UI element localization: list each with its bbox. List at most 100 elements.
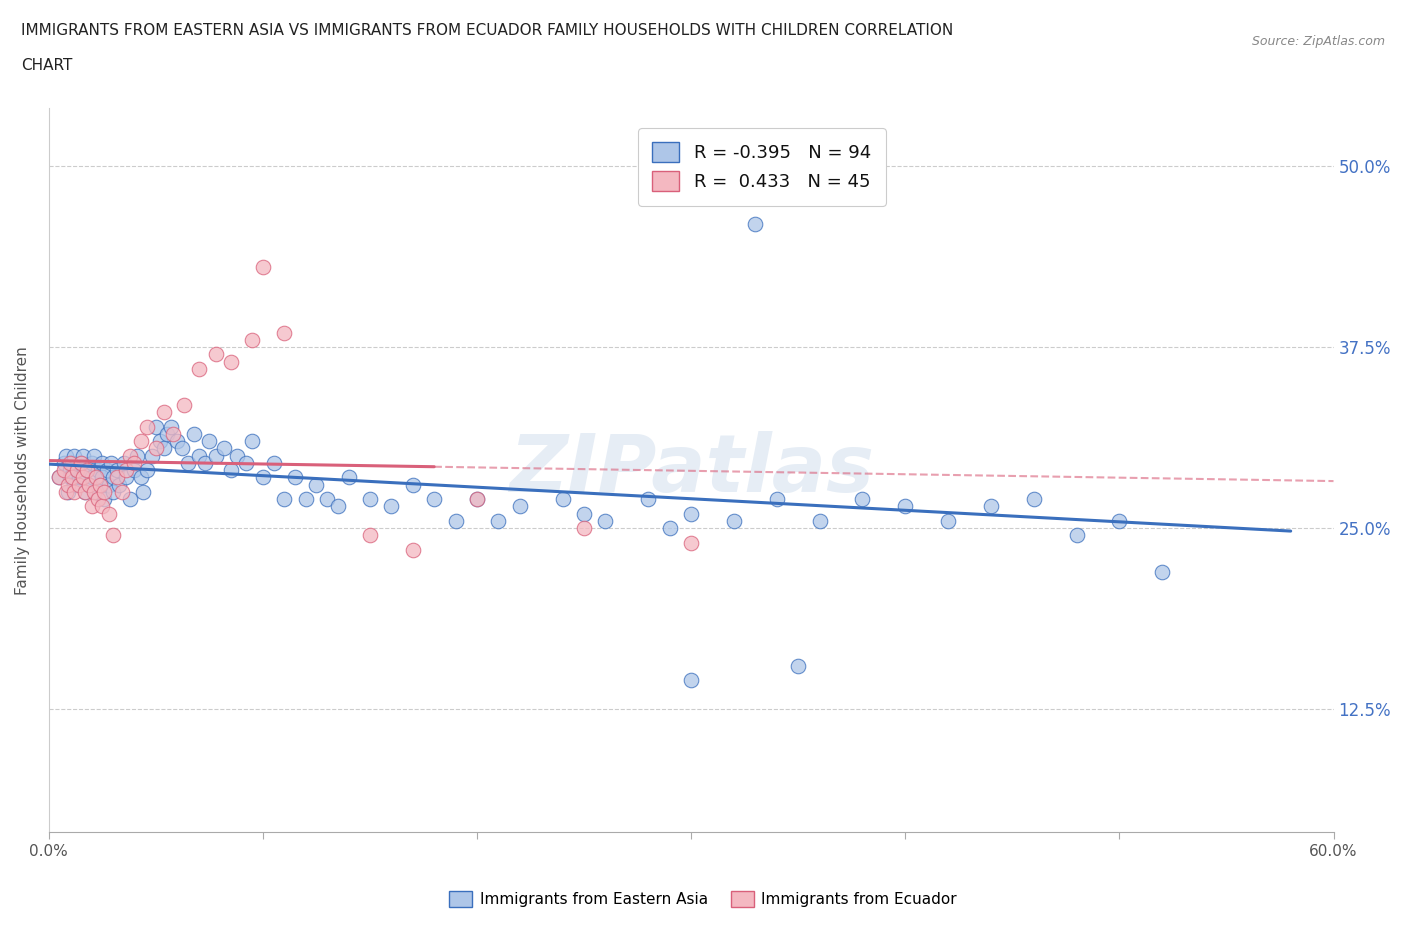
- Point: [120, 492, 142, 507]
- Point: [76, 463, 98, 478]
- Point: [294, 492, 316, 507]
- Point: [80, 456, 103, 471]
- Point: [681, 535, 703, 550]
- Point: [120, 448, 142, 463]
- Point: [305, 477, 328, 492]
- Point: [63, 448, 86, 463]
- Point: [240, 332, 263, 347]
- Point: [80, 499, 103, 514]
- Point: [765, 492, 787, 507]
- Point: [273, 326, 295, 340]
- Point: [894, 499, 917, 514]
- Point: [980, 499, 1002, 514]
- Y-axis label: Family Households with Children: Family Households with Children: [15, 346, 30, 594]
- Point: [65, 463, 87, 478]
- Point: [359, 492, 381, 507]
- Point: [1066, 528, 1088, 543]
- Point: [177, 456, 200, 471]
- Point: [96, 463, 118, 478]
- Point: [55, 485, 77, 499]
- Point: [89, 477, 111, 492]
- Point: [67, 470, 90, 485]
- Legend: R = -0.395   N = 94, R =  0.433   N = 45: R = -0.395 N = 94, R = 0.433 N = 45: [638, 128, 886, 206]
- Point: [132, 485, 155, 499]
- Point: [145, 419, 167, 434]
- Point: [97, 477, 120, 492]
- Point: [159, 419, 181, 434]
- Point: [198, 433, 221, 448]
- Point: [79, 477, 101, 492]
- Point: [91, 456, 114, 471]
- Point: [80, 470, 103, 485]
- Point: [108, 477, 131, 492]
- Point: [83, 485, 105, 499]
- Point: [59, 463, 82, 478]
- Point: [787, 658, 810, 673]
- Point: [595, 513, 617, 528]
- Point: [48, 470, 70, 485]
- Point: [59, 456, 82, 471]
- Point: [70, 456, 93, 471]
- Point: [89, 477, 111, 492]
- Point: [744, 217, 766, 232]
- Point: [359, 528, 381, 543]
- Point: [75, 485, 97, 499]
- Point: [52, 463, 75, 478]
- Text: Source: ZipAtlas.com: Source: ZipAtlas.com: [1251, 35, 1385, 48]
- Point: [55, 448, 77, 463]
- Point: [187, 362, 209, 377]
- Point: [70, 470, 93, 485]
- Point: [284, 470, 307, 485]
- Point: [219, 354, 242, 369]
- Point: [76, 463, 98, 478]
- Point: [681, 506, 703, 521]
- Point: [87, 463, 110, 478]
- Point: [101, 528, 124, 543]
- Point: [465, 492, 488, 507]
- Point: [155, 427, 177, 442]
- Point: [48, 470, 70, 485]
- Point: [240, 433, 263, 448]
- Point: [83, 448, 105, 463]
- Point: [486, 513, 509, 528]
- Point: [63, 477, 86, 492]
- Text: CHART: CHART: [21, 58, 73, 73]
- Point: [124, 456, 146, 471]
- Point: [465, 492, 488, 507]
- Point: [219, 463, 242, 478]
- Point: [60, 456, 83, 471]
- Point: [52, 456, 75, 471]
- Point: [136, 463, 159, 478]
- Point: [56, 485, 79, 499]
- Point: [723, 513, 745, 528]
- Point: [105, 463, 128, 478]
- Point: [56, 477, 79, 492]
- Point: [145, 441, 167, 456]
- Point: [252, 259, 274, 274]
- Point: [1108, 513, 1130, 528]
- Point: [93, 492, 115, 507]
- Point: [125, 448, 148, 463]
- Point: [114, 463, 136, 478]
- Point: [149, 433, 172, 448]
- Text: ZIPatlas: ZIPatlas: [509, 432, 873, 510]
- Point: [79, 477, 101, 492]
- Point: [100, 456, 122, 471]
- Point: [63, 485, 86, 499]
- Point: [59, 470, 82, 485]
- Point: [1152, 565, 1174, 579]
- Point: [91, 470, 114, 485]
- Point: [65, 463, 87, 478]
- Point: [124, 463, 146, 478]
- Point: [423, 492, 446, 507]
- Point: [273, 492, 295, 507]
- Point: [183, 427, 205, 442]
- Point: [226, 448, 249, 463]
- Text: IMMIGRANTS FROM EASTERN ASIA VS IMMIGRANTS FROM ECUADOR FAMILY HOUSEHOLDS WITH C: IMMIGRANTS FROM EASTERN ASIA VS IMMIGRAN…: [21, 23, 953, 38]
- Point: [263, 456, 285, 471]
- Point: [72, 470, 94, 485]
- Point: [91, 499, 114, 514]
- Point: [681, 672, 703, 687]
- Point: [162, 427, 184, 442]
- Point: [235, 456, 257, 471]
